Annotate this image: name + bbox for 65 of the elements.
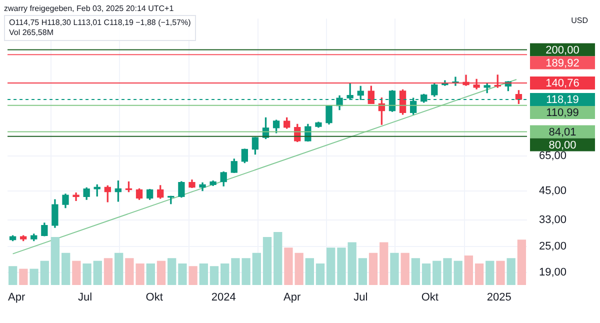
ref-line-label: 110,99 <box>546 107 579 119</box>
bar <box>517 240 526 285</box>
x-tick-label: 2025 <box>486 291 512 304</box>
x-tick-label: Jul <box>78 291 92 304</box>
bar <box>464 256 474 285</box>
bar <box>358 258 368 285</box>
bar <box>8 266 18 285</box>
bar <box>30 268 38 285</box>
ref-line-label: 140,76 <box>546 77 580 90</box>
ref-line-label: 118,19 <box>546 94 579 106</box>
x-tick-label: Apr <box>8 291 26 304</box>
ref-line-label: 80,00 <box>548 139 576 152</box>
bar <box>274 232 282 285</box>
bar <box>305 258 314 285</box>
x-tick-label: Apr <box>284 291 301 304</box>
bar <box>252 252 261 285</box>
y-tick-label: 45,00 <box>539 184 567 197</box>
bar <box>62 252 70 285</box>
bar <box>380 242 388 285</box>
bar <box>19 268 28 285</box>
bar <box>486 260 494 285</box>
x-tick-label: Okt <box>421 291 438 304</box>
bar <box>72 260 81 285</box>
bar <box>82 263 92 285</box>
bar <box>432 260 442 285</box>
text: USD <box>571 16 588 25</box>
bar <box>454 260 462 285</box>
text: zwarry freigegeben, Feb 03, 2025 20:14 UTC+1 <box>4 4 174 13</box>
bar <box>146 263 155 285</box>
annotation: Vol 265,58M <box>9 28 54 38</box>
bar <box>400 252 410 285</box>
bar <box>220 263 230 285</box>
bar <box>50 236 60 285</box>
bar <box>104 258 113 285</box>
y-tick-label: 25,00 <box>539 240 567 252</box>
bar <box>506 258 516 285</box>
bar <box>168 258 176 285</box>
y-tick-label: 19,00 <box>539 266 567 278</box>
bar <box>210 266 219 285</box>
y-tick-label: 65,00 <box>539 150 567 162</box>
bar <box>199 263 208 285</box>
bar <box>411 258 420 285</box>
bar <box>156 260 166 285</box>
bar <box>40 260 49 285</box>
bar <box>474 263 484 285</box>
bar <box>178 263 187 285</box>
bar <box>114 252 124 285</box>
bar <box>316 263 325 285</box>
annotation: O114,75 H118,30 L113,01 C118,19 −1,88 (−1,57%) <box>9 18 191 28</box>
bar <box>93 260 102 285</box>
bar <box>443 258 452 285</box>
bar <box>188 266 198 285</box>
bar <box>496 260 505 285</box>
x-tick-label: 2024 <box>211 291 236 304</box>
bar <box>326 248 336 285</box>
bar <box>368 252 378 285</box>
x-tick-label: Okt <box>146 291 163 304</box>
bar <box>390 252 399 285</box>
ref-line-label: 189,92 <box>546 57 580 70</box>
y-tick-label: 33,00 <box>539 214 567 226</box>
ref-line-label: 84,01 <box>548 126 576 138</box>
bar <box>422 263 431 285</box>
x-tick-label: Jul <box>354 291 368 304</box>
ref-line-label: 200,00 <box>546 44 580 56</box>
bar <box>262 236 272 285</box>
